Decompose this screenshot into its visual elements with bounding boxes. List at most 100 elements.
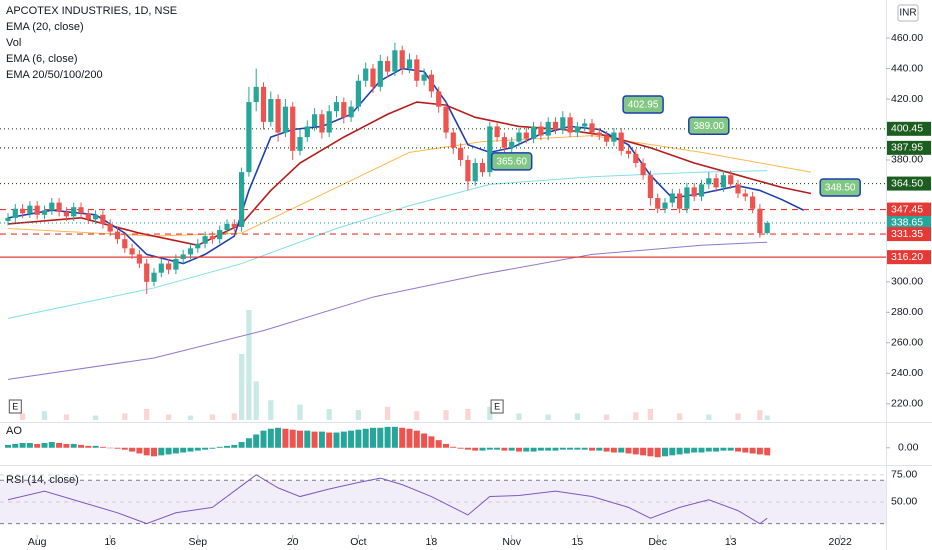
candle-body (560, 117, 566, 130)
candle-body (312, 114, 318, 127)
candle-body (414, 59, 420, 81)
rsi-tick-label: 50.00 (891, 496, 917, 508)
level-tag (887, 250, 931, 265)
ao-bar (311, 431, 318, 448)
candle-body (567, 117, 573, 133)
candle-body (691, 187, 697, 197)
volume-bar (385, 406, 391, 420)
candle-body (355, 80, 361, 107)
volume-bar (231, 413, 237, 420)
candle-body (385, 60, 391, 72)
candle-body (618, 132, 624, 151)
y-tick-label: 300.00 (891, 276, 923, 288)
candle-body (552, 121, 559, 130)
ao-bar (238, 442, 245, 448)
y-tick-label: 280.00 (891, 306, 923, 318)
candle-body (377, 60, 383, 87)
volume-bar (239, 354, 245, 420)
ao-bar (19, 443, 26, 448)
ao-bar (34, 443, 41, 448)
event-label: E (494, 401, 500, 411)
candle-body (428, 74, 434, 92)
candle-body (56, 202, 62, 212)
ao-bar (56, 443, 63, 448)
y-tick-label: 260.00 (891, 337, 923, 349)
ao-bar (537, 447, 544, 451)
ao-bar (224, 445, 230, 448)
candle-body (516, 132, 522, 142)
x-tick-label: Aug (28, 536, 47, 548)
x-tick-label: 2022 (829, 536, 853, 548)
candle-body (27, 205, 33, 214)
ao-bar (340, 431, 347, 448)
candle-body (290, 106, 296, 151)
ao-bar (107, 447, 114, 449)
candle-body (333, 102, 340, 112)
callout-box (622, 95, 664, 114)
ao-title: AO (6, 425, 22, 437)
callout-box (688, 116, 730, 136)
ao-bar (187, 447, 194, 452)
volume-bar (764, 415, 770, 420)
candle-body (319, 114, 325, 133)
candle-body (713, 178, 719, 188)
level-label: 364.50 (891, 177, 923, 189)
candle-body (465, 159, 471, 182)
candle-body (684, 187, 690, 209)
volume-bar (443, 410, 449, 420)
callout-label: 348.50 (825, 183, 856, 194)
currency[interactable]: INR (899, 8, 916, 19)
candle-body (677, 193, 683, 209)
ao-bar (377, 427, 384, 448)
candle-body (195, 243, 201, 249)
event-label: E (12, 401, 18, 411)
ao-bar (603, 447, 610, 452)
ao-bar (720, 447, 727, 451)
candle-body (487, 126, 493, 173)
candle-body (538, 126, 544, 136)
y-tick-label: 440.00 (891, 62, 923, 74)
candle-body (706, 178, 712, 185)
candle-body (173, 258, 179, 270)
candle-body (728, 175, 734, 185)
candle-body (750, 196, 756, 209)
ao-bar (625, 447, 632, 454)
candle-body (180, 254, 186, 259)
candle-body (472, 163, 478, 182)
candle-body (625, 150, 632, 154)
legend-item: EMA (20, close) (6, 21, 84, 33)
y-tick-label: 420.00 (891, 93, 923, 105)
volume-bar (122, 413, 128, 420)
x-tick-label: Nov (502, 536, 521, 548)
level-label: 400.45 (891, 123, 923, 135)
ao-bar (589, 447, 595, 451)
ao-bar (735, 447, 741, 452)
callout-box (819, 178, 861, 197)
ao-bar (508, 447, 515, 451)
candle-body (647, 175, 653, 199)
candle-body (5, 217, 11, 221)
ao-bar (70, 443, 77, 448)
ao-bar (267, 428, 274, 448)
ao-bar (78, 444, 84, 448)
ao-bar (121, 447, 128, 450)
candle-body (107, 223, 113, 232)
x-tick-label: 20 (287, 536, 299, 548)
currency-badge[interactable] (897, 4, 919, 22)
ao-tick-label: 0.00 (898, 442, 919, 454)
y-tick-label: 460.00 (891, 32, 923, 44)
candle-body (501, 137, 507, 148)
candle-body (49, 202, 55, 211)
ao-bar (172, 447, 179, 454)
ao-bar (494, 447, 501, 450)
volume-bar (735, 413, 741, 420)
ao-bar (289, 429, 296, 448)
candle-body (78, 207, 84, 214)
ao-bar (632, 447, 639, 455)
volume-bar (166, 414, 172, 420)
candle-body (253, 86, 259, 103)
ao-bar (48, 442, 55, 448)
ao-bar (318, 431, 325, 448)
